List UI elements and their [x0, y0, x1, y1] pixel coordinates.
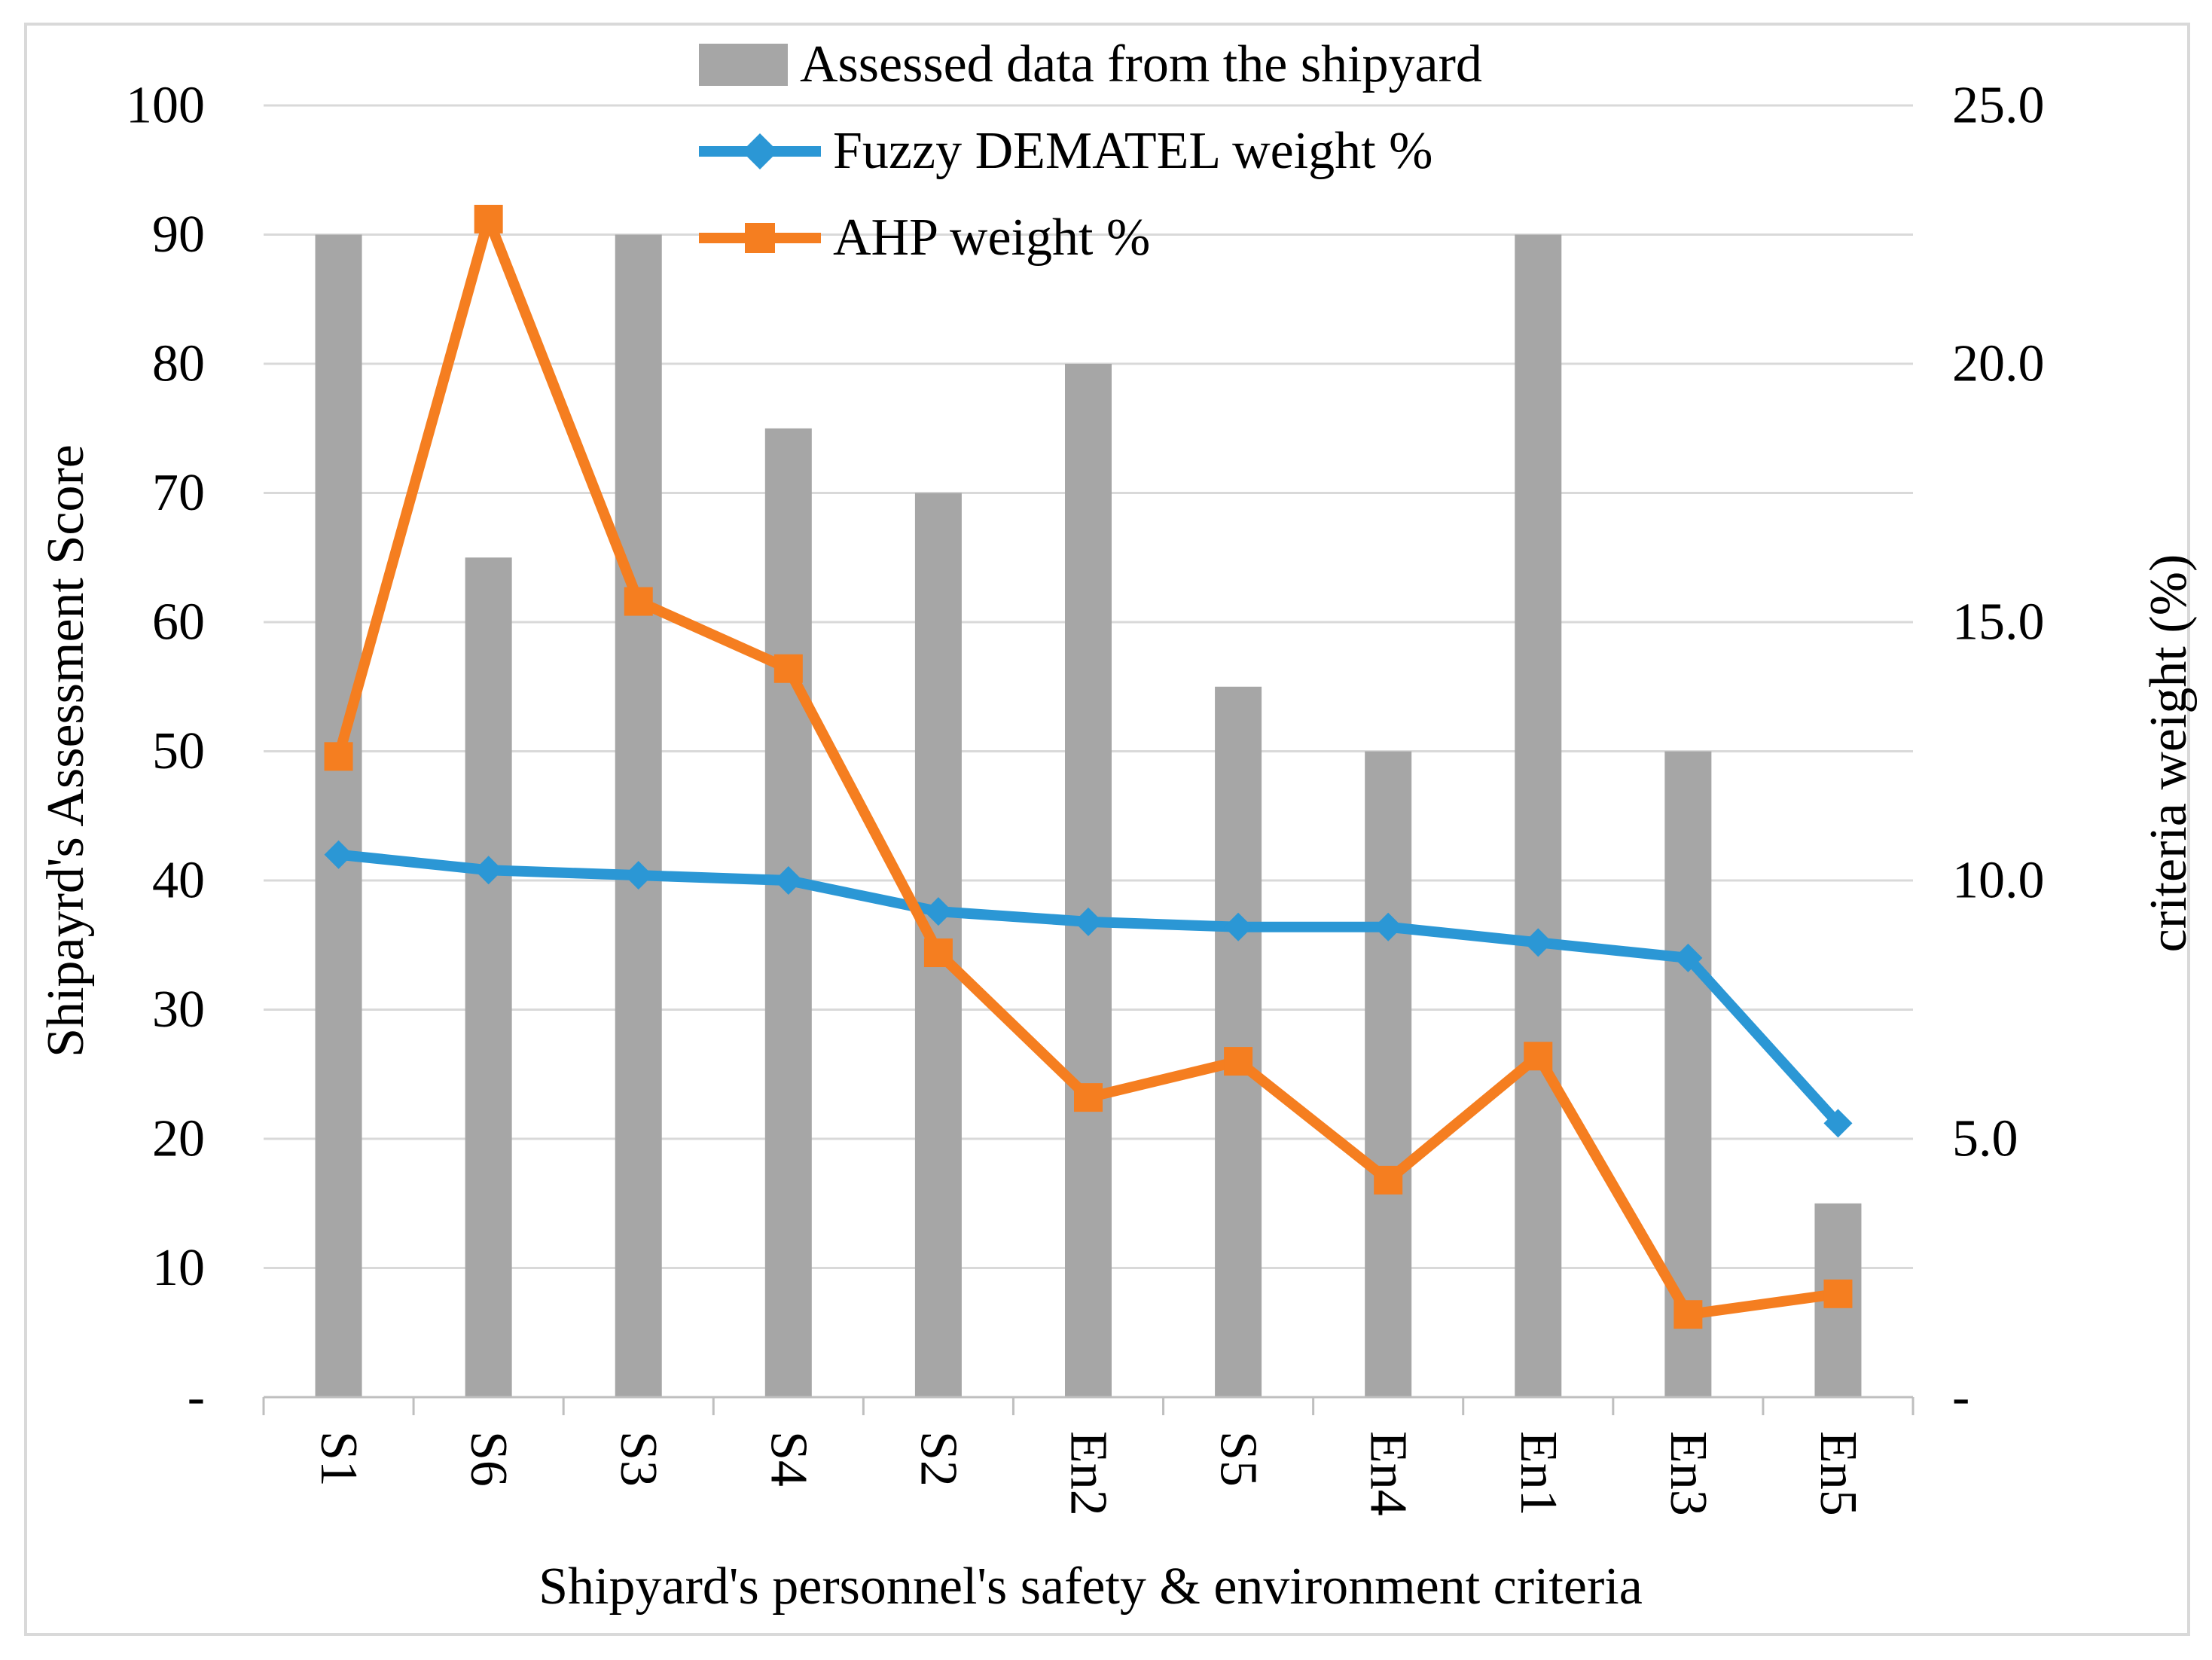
dematel-point-En1 [1524, 928, 1553, 957]
y-axis-title-right: criteria weight (%) [2140, 554, 2198, 953]
diamond-marker-icon [741, 133, 779, 170]
figure-border [24, 23, 2190, 1636]
x-category-label: En1 [1509, 1431, 1567, 1516]
ahp-point-S6 [474, 204, 503, 233]
y-axis-right-tick-label: 15.0 [1952, 594, 2045, 651]
ahp-point-S1 [324, 742, 353, 771]
dematel-point-En3 [1673, 943, 1703, 972]
legend-item-ahp: AHP weight % [699, 211, 1482, 265]
legend-label: Fuzzy DEMATEL weight % [833, 122, 1433, 180]
y-axis-right-tick-label: 25.0 [1952, 77, 2045, 135]
legend-item-fuzzy-dematel: Fuzzy DEMATEL weight % [699, 124, 1482, 179]
legend-item-assessed-data: Assessed data from the shipyard [699, 38, 1482, 92]
y-axis-left-tick-label: 100 [126, 77, 205, 135]
dematel-point-S5 [1224, 912, 1253, 941]
x-axis-title: Shipyard's personnel's safety & environm… [539, 1558, 1643, 1616]
square-marker-icon [745, 223, 775, 253]
ahp-point-S5 [1224, 1047, 1253, 1076]
dematel-point-S3 [624, 861, 653, 890]
dematel-point-S2 [923, 897, 953, 926]
ahp-point-S3 [624, 587, 653, 616]
x-category-label: S2 [909, 1431, 967, 1487]
ahp-point-S4 [773, 654, 803, 683]
x-category-label: S1 [310, 1431, 368, 1487]
y-axis-left-tick-label: 70 [152, 464, 205, 522]
x-category-label: En4 [1359, 1431, 1417, 1516]
ahp-point-En1 [1524, 1042, 1553, 1071]
bar-En1 [1515, 234, 1562, 1397]
dematel-point-En5 [1823, 1109, 1853, 1138]
y-axis-right-tick-label: 20.0 [1952, 335, 2045, 393]
x-category-label: S6 [459, 1431, 517, 1487]
ahp-point-S2 [923, 938, 953, 968]
bar-S3 [615, 234, 662, 1397]
ahp-point-En4 [1374, 1165, 1403, 1195]
dematel-point-En2 [1074, 907, 1103, 936]
y-axis-title-left: Shipayrd's Assessment Score [37, 444, 95, 1057]
bar-S1 [315, 234, 362, 1397]
bar-S4 [764, 428, 812, 1397]
ahp-point-En5 [1823, 1279, 1853, 1308]
bar-S5 [1215, 686, 1262, 1397]
x-category-label: En3 [1659, 1431, 1717, 1516]
y-axis-right-tick-label: - [1952, 1369, 1969, 1427]
y-axis-left-tick-label: 50 [152, 722, 205, 780]
dematel-point-S1 [324, 840, 353, 869]
bar-S6 [465, 557, 512, 1397]
x-category-label: En5 [1809, 1431, 1867, 1516]
y-axis-left-tick-label: 60 [152, 594, 205, 651]
y-axis-left-tick-label: 80 [152, 335, 205, 393]
y-axis-left-tick-label: - [188, 1369, 205, 1427]
bar-En4 [1365, 751, 1412, 1397]
y-axis-left-tick-label: 20 [152, 1110, 205, 1168]
ahp-point-En2 [1074, 1083, 1103, 1112]
ahp-point-En3 [1673, 1300, 1703, 1329]
y-axis-left-tick-label: 40 [152, 852, 205, 910]
orange-square-line-icon [699, 212, 821, 264]
x-category-label: S3 [609, 1431, 667, 1487]
y-axis-left-tick-label: 30 [152, 981, 205, 1039]
dematel-point-En4 [1374, 912, 1403, 941]
legend: Assessed data from the shipyard Fuzzy DE… [699, 38, 1482, 298]
y-axis-left-tick-label: 10 [152, 1239, 205, 1297]
blue-diamond-line-icon [699, 125, 821, 178]
dematel-point-S4 [773, 866, 803, 895]
x-category-label: S4 [759, 1431, 817, 1487]
dematel-point-S6 [474, 856, 503, 885]
legend-label: Assessed data from the shipyard [800, 35, 1482, 93]
y-axis-left-tick-label: 90 [152, 206, 205, 264]
x-category-label: En2 [1060, 1431, 1118, 1516]
bar-En2 [1065, 364, 1112, 1397]
x-category-label: S5 [1210, 1431, 1268, 1487]
y-axis-right-tick-label: 10.0 [1952, 852, 2045, 910]
gray-bar-swatch-icon [699, 44, 788, 86]
legend-label: AHP weight % [833, 209, 1151, 267]
y-axis-right-tick-label: 5.0 [1952, 1110, 2018, 1168]
